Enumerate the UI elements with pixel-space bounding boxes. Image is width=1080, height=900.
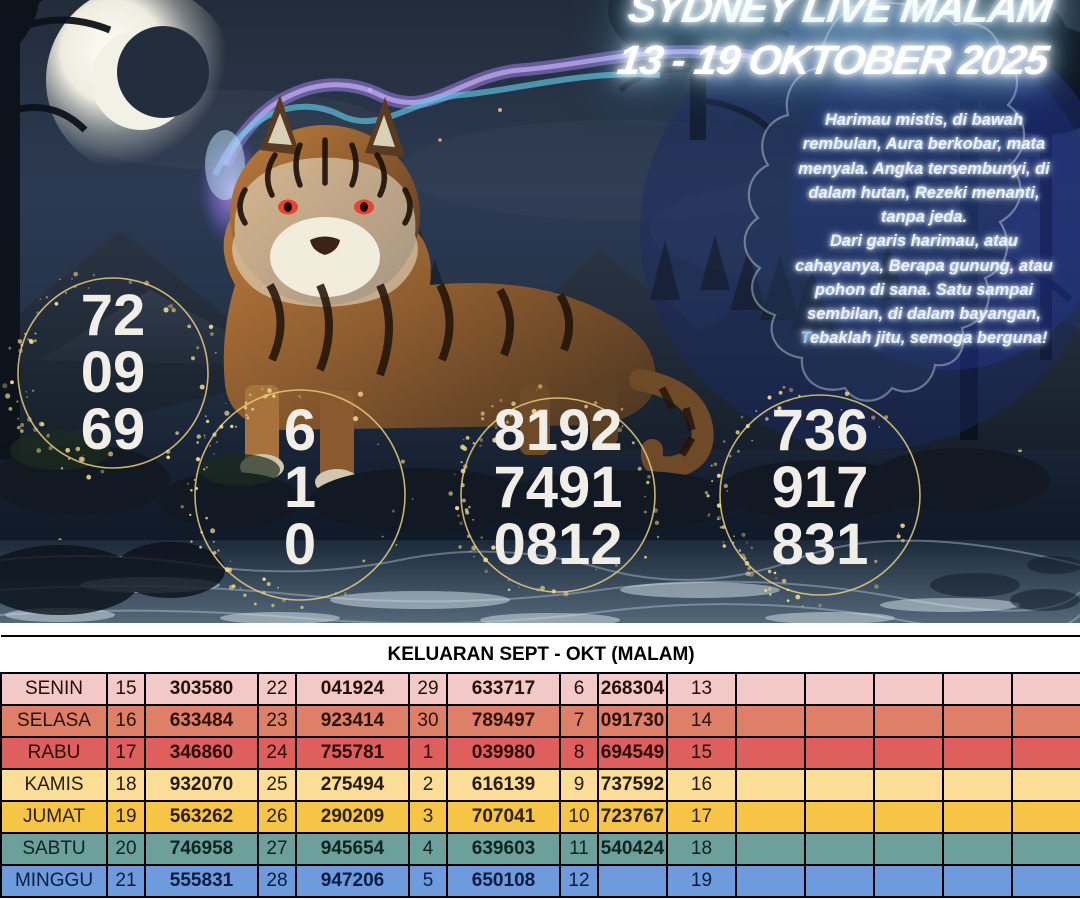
svg-text:917: 917 bbox=[772, 455, 869, 520]
svg-text:6: 6 bbox=[284, 398, 316, 463]
svg-text:736: 736 bbox=[772, 398, 869, 463]
svg-text:0812: 0812 bbox=[493, 512, 622, 577]
svg-text:09: 09 bbox=[81, 340, 146, 405]
svg-text:8192: 8192 bbox=[493, 398, 622, 463]
svg-text:72: 72 bbox=[81, 283, 146, 348]
svg-text:831: 831 bbox=[772, 512, 869, 577]
svg-text:69: 69 bbox=[81, 397, 146, 462]
svg-text:1: 1 bbox=[284, 455, 316, 520]
svg-text:7491: 7491 bbox=[493, 455, 622, 520]
svg-text:0: 0 bbox=[284, 512, 316, 577]
